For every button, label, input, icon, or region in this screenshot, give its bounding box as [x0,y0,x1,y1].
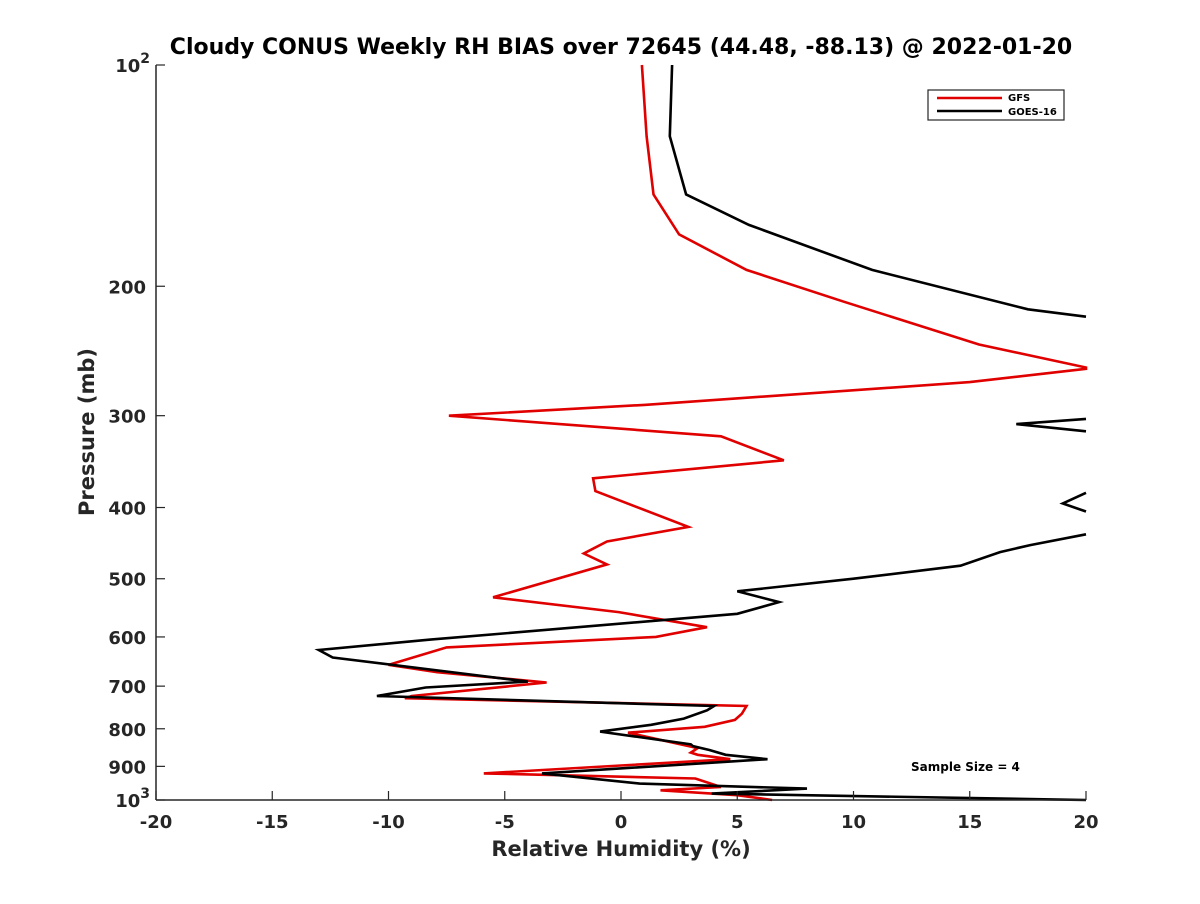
x-tick-label: -10 [372,812,405,833]
x-ticks: -20 -15 -10 -5 0 5 10 15 20 [140,791,1099,833]
x-tick-label: 15 [957,812,982,833]
x-tick-label: 10 [841,812,866,833]
legend-box [927,89,1065,121]
y-tick-label: 103 [115,786,150,812]
y-tick-label: 800 [108,720,146,741]
plot-area: -20 -15 -10 -5 0 5 10 15 20 102 200 300 400 500 600 70… [108,51,1098,833]
series-layer [314,64,1088,802]
x-tick-label: -20 [140,812,173,833]
y-tick-label: 900 [108,757,146,778]
x-tick-label: 5 [731,812,744,833]
legend-label-goes16: GOES-16 [1008,107,1057,118]
y-tick-label: 600 [108,628,146,649]
legend-label-gfs: GFS [1008,93,1030,104]
x-tick-label: -15 [256,812,289,833]
y-tick-label: 200 [108,277,146,298]
plot-frame [156,65,1086,800]
x-axis-label: Relative Humidity (%) [491,837,750,861]
chart-title: Cloudy CONUS Weekly RH BIAS over 72645 (… [170,35,1072,60]
y-tick-label: 300 [108,407,146,428]
y-tick-label: 400 [108,499,146,520]
sample-size-annotation: Sample Size = 4 [911,760,1020,774]
y-tick-label: 500 [108,570,146,591]
x-tick-label: -5 [495,812,515,833]
y-tick-label: 700 [108,677,146,698]
y-ticks: 102 200 300 400 500 600 700 800 900 103 [108,51,165,812]
series-line-goes16 [314,64,1087,802]
x-tick-label: 20 [1073,812,1098,833]
legend: GFS GOES-16 [927,89,1065,121]
series-line-gfs [388,64,1088,802]
x-tick-label: 0 [615,812,628,833]
y-tick-label: 102 [115,51,150,77]
y-axis-label: Pressure (mb) [75,348,99,516]
